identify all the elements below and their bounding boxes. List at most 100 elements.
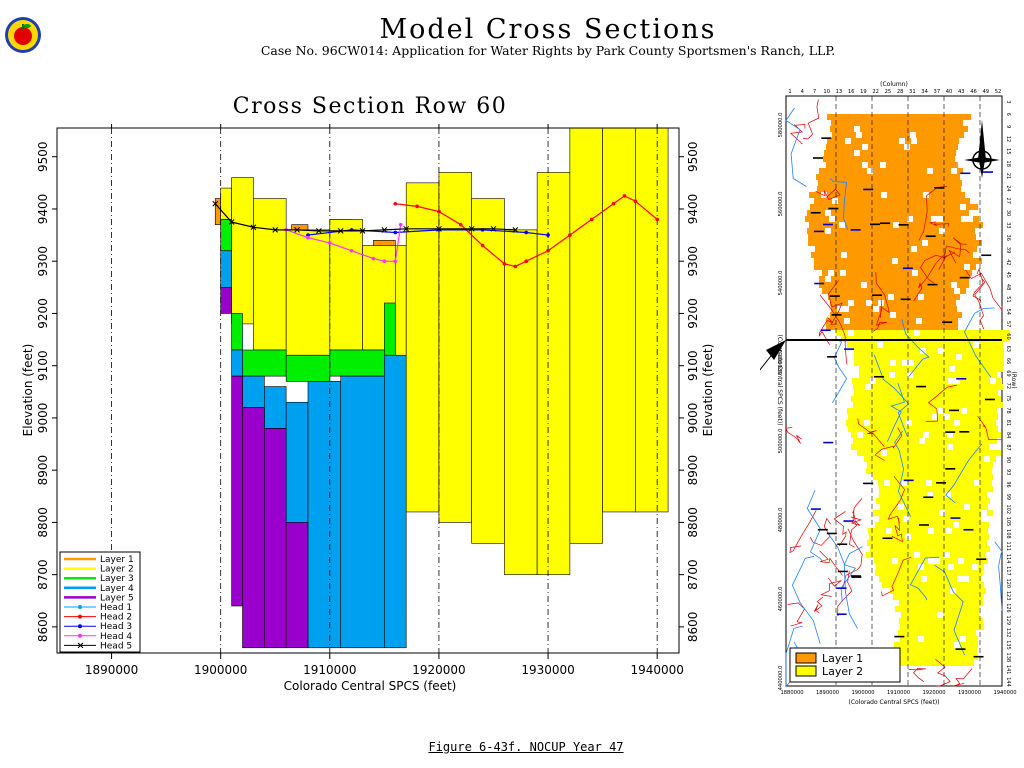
map-cell [968, 360, 974, 366]
map-cell [971, 594, 977, 600]
map-cell [936, 636, 942, 642]
map-cell [932, 150, 938, 156]
map-cell [946, 258, 952, 264]
map-cell [979, 438, 985, 444]
map-cell [895, 372, 901, 378]
map-cell [871, 186, 877, 192]
map-cell [938, 660, 944, 666]
map-cell [966, 564, 972, 570]
map-cell [973, 438, 979, 444]
layer-2-cell-0 [220, 187, 232, 220]
map-cell [871, 156, 877, 162]
plot-frame [56, 127, 680, 654]
map-cell [916, 528, 922, 534]
map-cell [932, 354, 938, 360]
map-cell [931, 252, 937, 258]
map-cell [901, 186, 907, 192]
map-cell [953, 648, 959, 654]
map-cell [882, 288, 888, 294]
map-road [785, 426, 802, 444]
map-road [850, 510, 863, 526]
map-cell [944, 354, 950, 360]
map-cell [963, 474, 969, 480]
map-cell [899, 522, 905, 528]
map-cell [893, 570, 899, 576]
map-cell [849, 282, 855, 288]
map-cell [920, 480, 926, 486]
map-row-tick: 51 [1005, 296, 1011, 302]
map-cell [957, 474, 963, 480]
map-cell [875, 114, 881, 120]
map-cell [808, 234, 814, 240]
map-cell [948, 456, 954, 462]
map-cell [936, 546, 942, 552]
map-cell [968, 414, 974, 420]
map-cell [850, 324, 856, 330]
map-cell [847, 186, 853, 192]
head-line-4 [285, 224, 402, 262]
map-cell [886, 198, 892, 204]
map-cell [932, 330, 938, 336]
map-cell [922, 234, 928, 240]
map-cell [951, 540, 957, 546]
map-cell [861, 168, 867, 174]
map-cell [916, 258, 922, 264]
map-cell [911, 396, 917, 402]
map-column-tick: 40 [946, 89, 953, 95]
map-cell [820, 234, 826, 240]
map-cell [900, 294, 906, 300]
map-cell [850, 144, 856, 150]
map-cell [897, 486, 903, 492]
map-cell [880, 240, 886, 246]
map-cell [850, 234, 856, 240]
y-tick-label-right-5: 9100 [686, 350, 700, 381]
map-row-tick: 132 [1005, 628, 1011, 638]
map-cell [947, 396, 953, 402]
map-cell [977, 444, 983, 450]
map-cell [925, 252, 931, 258]
map-cell [936, 624, 942, 630]
map-cell [946, 144, 952, 150]
map-cell [864, 174, 870, 180]
map-cell [863, 450, 869, 456]
map-cell [923, 570, 929, 576]
map-cell [844, 198, 850, 204]
map-cell [922, 132, 928, 138]
map-cell [926, 150, 932, 156]
map-cell [890, 150, 896, 156]
map-cell [952, 318, 958, 324]
map-cell [973, 402, 979, 408]
map-cell [939, 516, 945, 522]
map-cell [934, 162, 940, 168]
layer-2-cell-8 [438, 172, 472, 523]
map-cell [894, 546, 900, 552]
map-cell [970, 234, 976, 240]
map-cell [995, 396, 1001, 402]
map-cell [885, 282, 891, 288]
map-cell [901, 216, 907, 222]
map-row-tick: 135 [1005, 640, 1011, 650]
map-cell [951, 210, 957, 216]
map-row-tick: 15 [1005, 148, 1011, 154]
map-cell [920, 126, 926, 132]
map-cell [933, 492, 939, 498]
map-cell [854, 390, 860, 396]
map-cell [971, 432, 977, 438]
map-stream [901, 318, 930, 377]
map-column-tick: 10 [823, 89, 830, 95]
map-cell [946, 234, 952, 240]
map-cell [935, 534, 941, 540]
map-cell [912, 564, 918, 570]
map-cell [894, 270, 900, 276]
map-cell [902, 180, 908, 186]
map-cell [883, 384, 889, 390]
map-cell [924, 582, 930, 588]
map-row-tick: 12 [1005, 136, 1011, 142]
map-cell [903, 474, 909, 480]
y-tick-label-2: 8800 [36, 507, 50, 538]
map-cell [881, 222, 887, 228]
map-cell [971, 570, 977, 576]
map-cell [964, 198, 970, 204]
map-column-tick: 52 [995, 89, 1002, 95]
map-cell [867, 462, 873, 468]
